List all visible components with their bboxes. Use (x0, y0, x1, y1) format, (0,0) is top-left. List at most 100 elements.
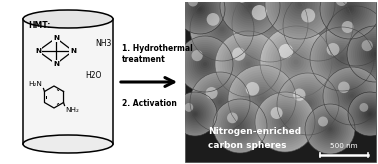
Circle shape (268, 105, 302, 139)
Circle shape (267, 21, 273, 27)
Circle shape (195, 54, 215, 74)
Circle shape (197, 5, 204, 13)
Circle shape (246, 2, 254, 10)
Circle shape (279, 44, 293, 58)
Circle shape (189, 108, 201, 120)
Circle shape (356, 100, 378, 128)
Circle shape (246, 62, 250, 66)
Circle shape (305, 104, 355, 154)
Circle shape (195, 4, 205, 14)
Circle shape (318, 116, 342, 142)
Circle shape (352, 32, 360, 40)
Circle shape (279, 116, 291, 128)
Circle shape (215, 31, 281, 97)
Text: H₂N: H₂N (29, 82, 42, 88)
Circle shape (213, 99, 267, 153)
Circle shape (256, 10, 284, 38)
Circle shape (236, 52, 260, 76)
Circle shape (278, 44, 314, 80)
Circle shape (250, 87, 274, 111)
Circle shape (333, 0, 367, 26)
Circle shape (246, 82, 259, 96)
Circle shape (359, 38, 378, 70)
Circle shape (229, 0, 271, 27)
Circle shape (340, 57, 344, 61)
Circle shape (361, 105, 378, 123)
Circle shape (280, 47, 311, 77)
Circle shape (367, 46, 378, 62)
Circle shape (317, 34, 367, 84)
Circle shape (179, 38, 231, 90)
Circle shape (213, 20, 231, 38)
Circle shape (182, 0, 218, 27)
Circle shape (218, 100, 222, 104)
Circle shape (327, 125, 333, 133)
Circle shape (328, 45, 356, 73)
Circle shape (320, 0, 378, 39)
Circle shape (221, 107, 259, 145)
Circle shape (272, 109, 298, 135)
Circle shape (207, 13, 220, 26)
Circle shape (361, 40, 378, 68)
Circle shape (204, 11, 240, 47)
Circle shape (251, 5, 289, 43)
Circle shape (257, 94, 313, 150)
Circle shape (243, 59, 253, 69)
Circle shape (270, 0, 330, 34)
Circle shape (283, 49, 309, 75)
Circle shape (216, 98, 224, 106)
Circle shape (306, 102, 310, 106)
Circle shape (337, 17, 375, 55)
Circle shape (339, 0, 361, 20)
Circle shape (226, 0, 274, 30)
Circle shape (227, 43, 269, 85)
Circle shape (206, 87, 218, 99)
Circle shape (215, 22, 229, 36)
Circle shape (329, 73, 375, 119)
Circle shape (342, 21, 353, 33)
Circle shape (188, 0, 198, 7)
Circle shape (175, 0, 225, 34)
Circle shape (197, 78, 243, 126)
Circle shape (201, 8, 243, 50)
Circle shape (308, 16, 328, 36)
Circle shape (242, 0, 259, 15)
Circle shape (350, 94, 354, 98)
Circle shape (231, 48, 265, 81)
Circle shape (198, 7, 202, 11)
Circle shape (365, 44, 378, 64)
Circle shape (245, 82, 279, 116)
Circle shape (332, 12, 378, 60)
Circle shape (180, 0, 220, 29)
Circle shape (192, 111, 198, 117)
Circle shape (220, 27, 224, 31)
Bar (185, 2, 376, 162)
Circle shape (206, 13, 238, 45)
Circle shape (328, 0, 372, 31)
Circle shape (369, 48, 378, 60)
Circle shape (235, 0, 305, 59)
Circle shape (293, 0, 307, 11)
Circle shape (285, 0, 350, 59)
Circle shape (286, 52, 306, 72)
Circle shape (194, 76, 246, 128)
Circle shape (177, 36, 233, 92)
Circle shape (201, 60, 209, 68)
Circle shape (263, 29, 330, 95)
Circle shape (321, 38, 363, 80)
Circle shape (270, 36, 322, 88)
Circle shape (336, 0, 348, 6)
Circle shape (265, 19, 276, 29)
Circle shape (323, 67, 378, 125)
Circle shape (335, 52, 349, 66)
Circle shape (189, 0, 211, 20)
Circle shape (230, 116, 249, 136)
Circle shape (276, 113, 294, 131)
Circle shape (335, 15, 377, 57)
Circle shape (208, 15, 236, 43)
Circle shape (207, 89, 233, 115)
Circle shape (263, 101, 307, 144)
Circle shape (327, 71, 377, 121)
Circle shape (350, 30, 363, 42)
Circle shape (186, 105, 204, 123)
